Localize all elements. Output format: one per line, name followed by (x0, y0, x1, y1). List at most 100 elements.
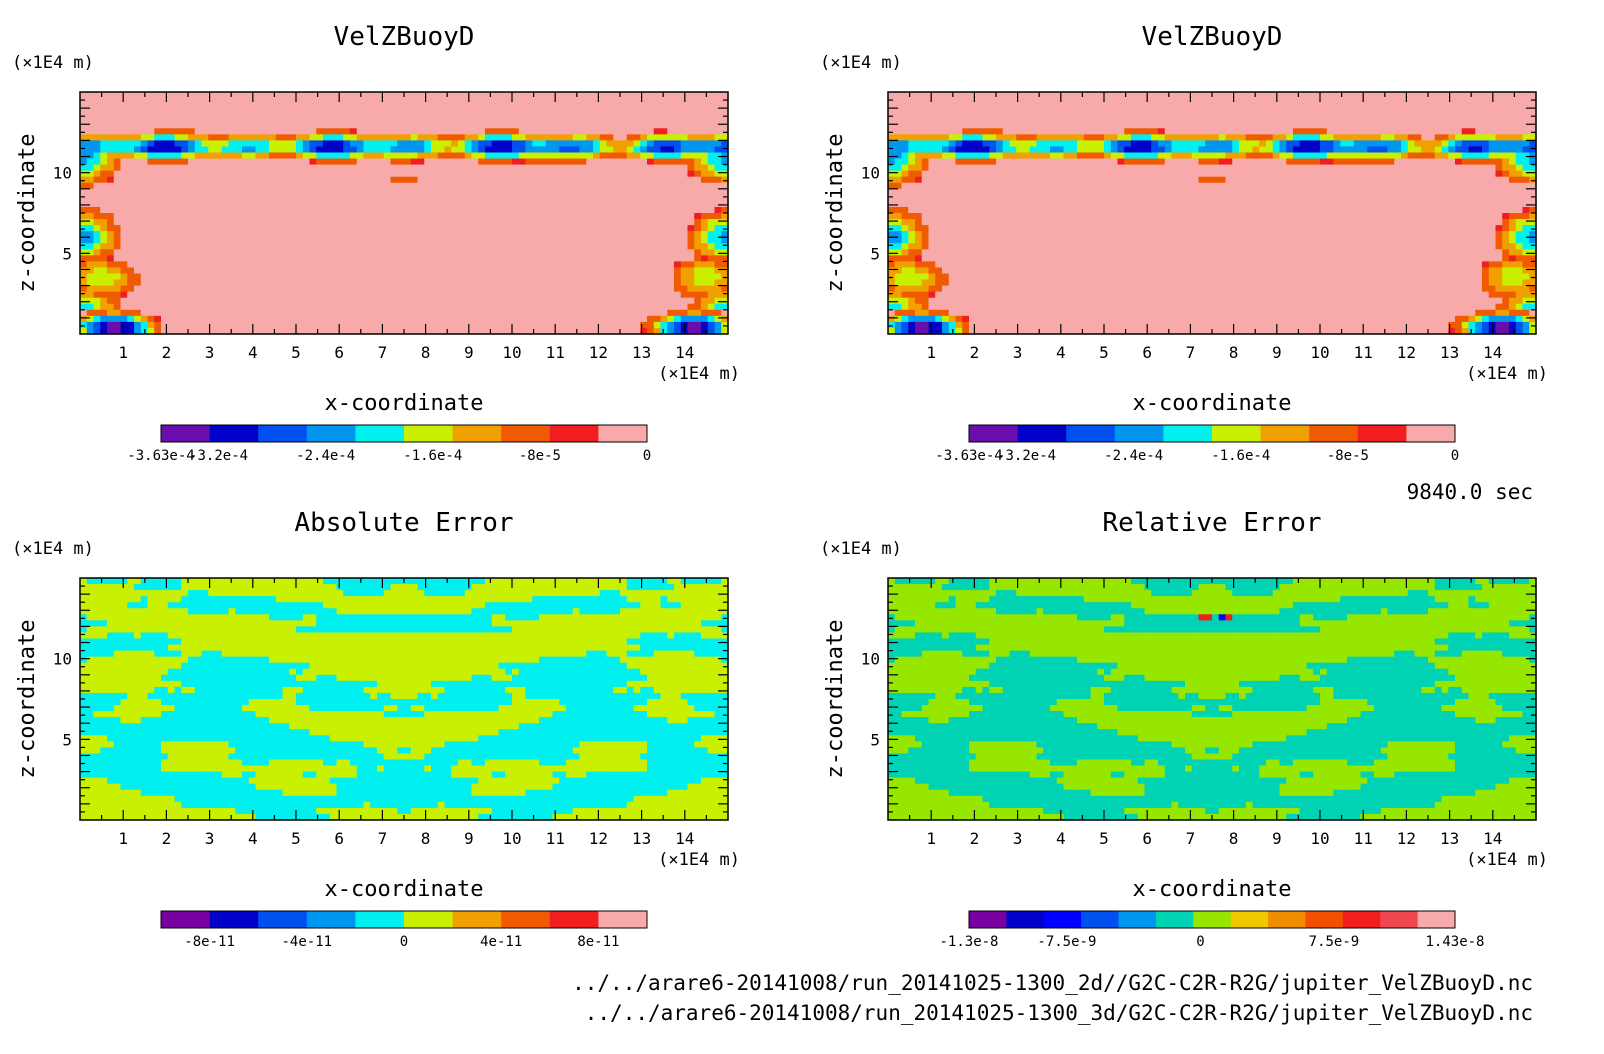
heatmap-cell (701, 122, 709, 129)
heatmap-cell (660, 219, 668, 226)
heatmap-cell (640, 188, 648, 196)
heatmap-cell (613, 261, 621, 269)
heatmap-cell (579, 267, 587, 275)
heatmap-cell (1056, 128, 1065, 135)
heatmap-cell (694, 110, 702, 117)
heatmap-cell (606, 243, 614, 250)
heatmap-cell (248, 122, 257, 129)
heatmap-cell (579, 158, 587, 166)
heatmap-cell (410, 285, 419, 293)
heatmap-cell (471, 152, 479, 160)
heatmap-cell (255, 273, 263, 281)
heatmap-cell (633, 164, 641, 172)
heatmap-cell (248, 291, 257, 299)
heatmap-cell (640, 273, 648, 281)
heatmap-cell (1185, 122, 1193, 129)
heatmap-cell (1299, 128, 1308, 135)
heatmap-cell (242, 279, 250, 287)
heatmap-cell (80, 303, 88, 311)
heatmap-cell (1394, 104, 1402, 111)
heatmap-cell (694, 98, 702, 105)
heatmap-cell (296, 98, 304, 105)
heatmap-cell (410, 237, 419, 244)
heatmap-cell (356, 170, 365, 178)
heatmap-cell (248, 231, 257, 238)
heatmap-cell (404, 158, 412, 166)
heatmap-cell (404, 176, 412, 184)
heatmap-cell (714, 188, 722, 196)
heatmap-cell (451, 164, 459, 172)
heatmap-cell (289, 176, 297, 184)
heatmap-cell (512, 237, 520, 244)
heatmap-cell (134, 255, 142, 262)
colorbar-swatch (452, 425, 502, 442)
heatmap-cell (431, 327, 439, 335)
heatmap-cell (255, 170, 263, 178)
heatmap-cell (552, 213, 560, 220)
panel-1: VelZBuoyD(×1E4 m)1 2 3 4 5 6 7 8 9 10 11 12 13 14510z… (12, 22, 740, 464)
heatmap-cell (653, 182, 662, 190)
heatmap-cell (309, 273, 317, 281)
heatmap-cell (107, 291, 115, 299)
heatmap-cell (417, 261, 425, 269)
heatmap-cell (377, 146, 385, 154)
heatmap-cell (343, 92, 351, 99)
heatmap-cell (343, 225, 351, 232)
heatmap-cell (1387, 134, 1395, 141)
heatmap-cell (1286, 140, 1294, 148)
heatmap-cell (221, 152, 230, 160)
heatmap-cell (620, 225, 628, 232)
heatmap-cell (451, 152, 459, 160)
heatmap-cell (1502, 140, 1510, 148)
heatmap-cell (100, 158, 108, 166)
heatmap-cell (215, 291, 223, 299)
heatmap-cell (269, 237, 277, 244)
heatmap-cell (215, 243, 223, 250)
heatmap-cell (336, 110, 344, 117)
heatmap-cell (316, 267, 324, 275)
heatmap-cell (701, 309, 709, 317)
heatmap-cell (674, 219, 682, 226)
heatmap-cell (107, 104, 115, 111)
heatmap-cell (559, 219, 567, 226)
heatmap-cell (613, 206, 621, 214)
heatmap-cell (633, 213, 641, 220)
heatmap-cell (620, 309, 628, 317)
heatmap-cell (491, 128, 500, 135)
heatmap-cell (437, 98, 446, 105)
heatmap-cell (525, 327, 533, 335)
heatmap-cell (181, 116, 189, 123)
heatmap-cell (1401, 122, 1409, 129)
heatmap-cell (437, 170, 446, 178)
heatmap-cell (356, 122, 365, 129)
heatmap-cell (1279, 92, 1287, 99)
heatmap-cell (680, 158, 689, 166)
heatmap-cell (471, 291, 479, 299)
heatmap-cell (512, 170, 520, 178)
heatmap-cell (113, 231, 122, 238)
heatmap-cell (451, 309, 459, 317)
heatmap-cell (586, 291, 594, 299)
heatmap-cell (282, 213, 290, 220)
heatmap-cell (228, 176, 236, 184)
heatmap-cell (86, 182, 95, 190)
heatmap-cell (269, 273, 277, 281)
heatmap-cell (714, 219, 722, 226)
heatmap-cell (1239, 146, 1247, 154)
heatmap-cell (120, 128, 128, 135)
heatmap-cell (606, 164, 614, 172)
heatmap-cell (316, 309, 324, 317)
heatmap-cell (1056, 122, 1065, 129)
heatmap-cell (410, 170, 419, 178)
heatmap-cell (1070, 122, 1078, 129)
heatmap-cell (181, 98, 189, 105)
heatmap-cell (518, 285, 527, 293)
heatmap-cell (181, 104, 189, 111)
heatmap-cell (532, 110, 540, 117)
heatmap-cell (93, 194, 101, 202)
heatmap-cell (552, 182, 560, 190)
heatmap-cell (1380, 122, 1389, 129)
heatmap-cell (316, 170, 324, 178)
heatmap-cell (390, 104, 398, 111)
heatmap-cell (512, 273, 520, 281)
